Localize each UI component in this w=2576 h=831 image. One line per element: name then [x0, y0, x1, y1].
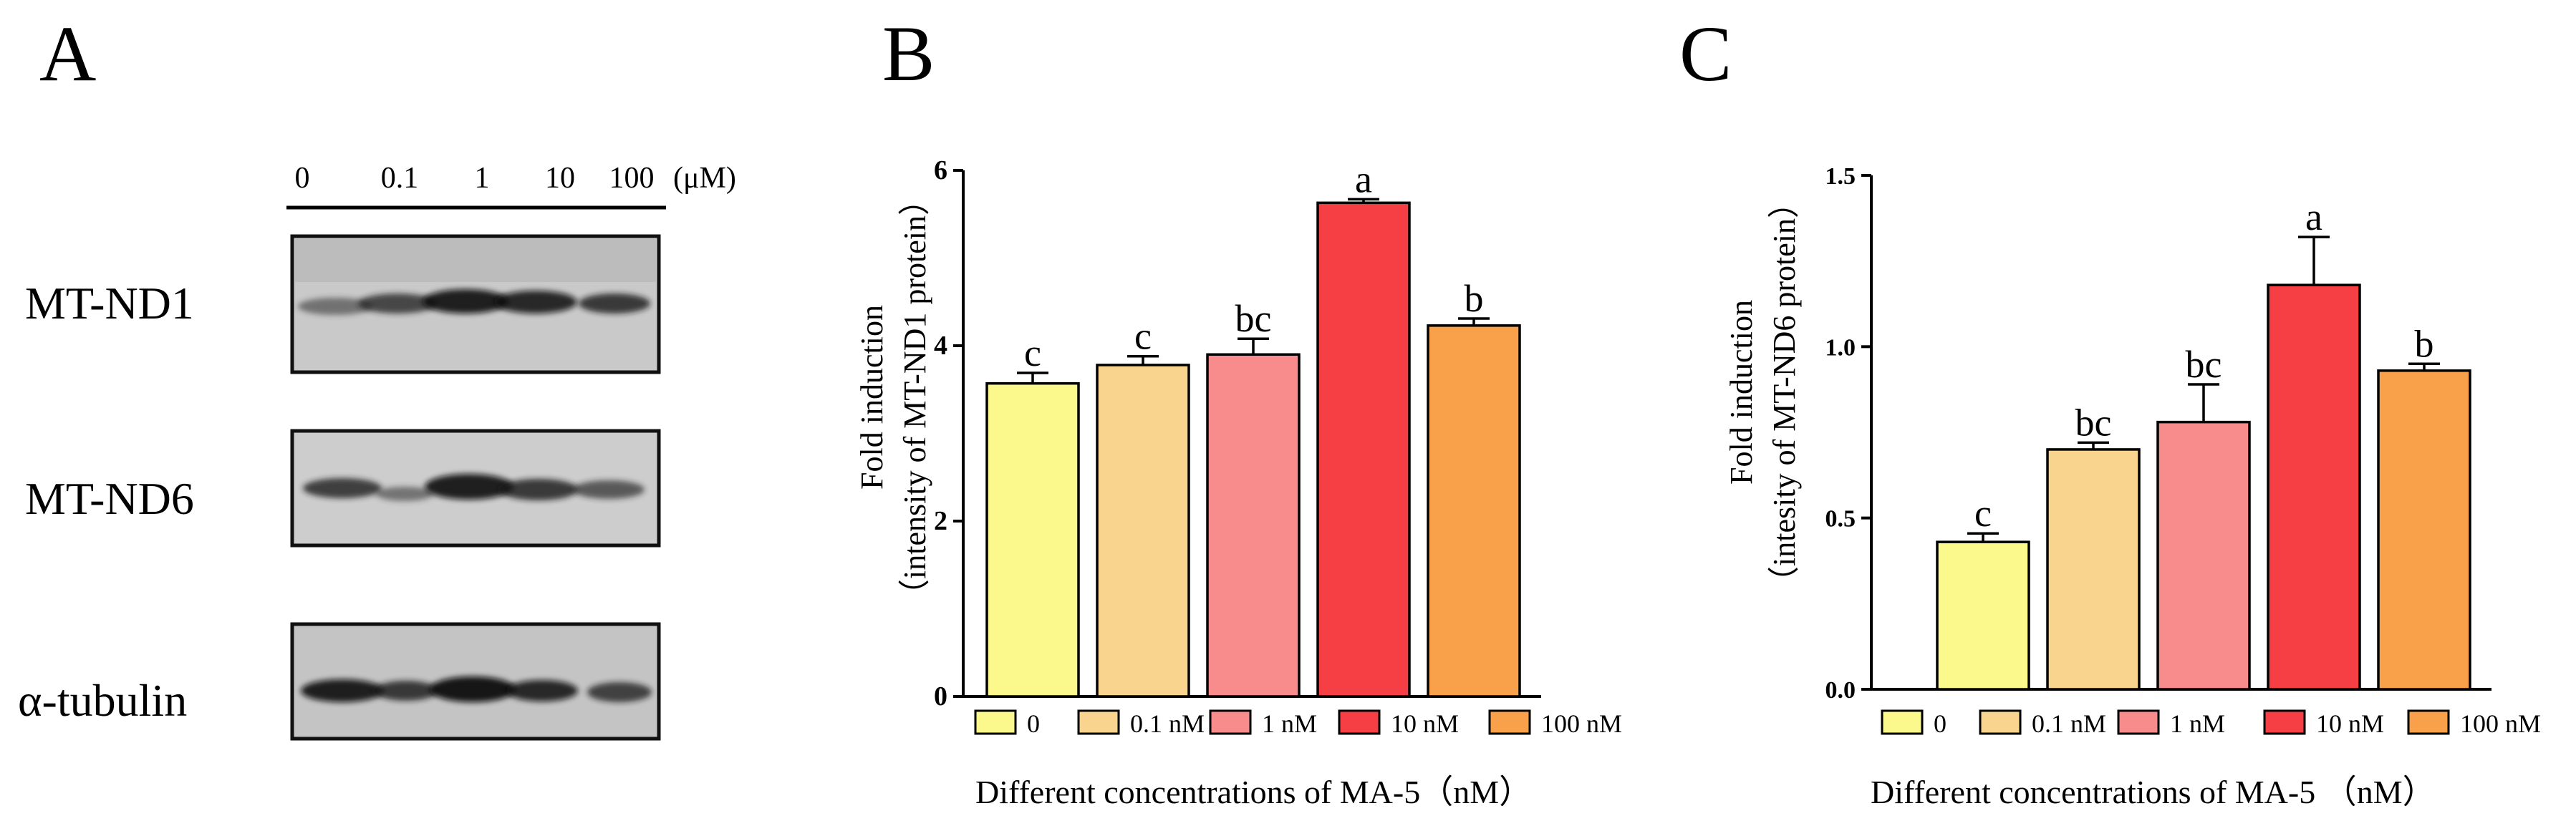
panel-b-bar-chart: B Fold induction （intensity of MT-ND1 pr… — [854, 10, 1622, 810]
significance-letter: a — [1355, 157, 1372, 200]
legend-label: 10 nM — [2316, 709, 2384, 738]
y-tick-label: 6 — [934, 155, 947, 185]
band-label-mt-nd1: MT-ND1 — [25, 278, 194, 329]
panel-a-letter: A — [39, 10, 96, 97]
legend-label: 100 nM — [2460, 709, 2541, 738]
panel-a: A 0 0.1 1 10 100 (μM) MT-ND1 MT-ND6 — [18, 10, 736, 741]
band — [303, 478, 382, 498]
y-axis-label: Fold induction — [1724, 300, 1759, 485]
legend-swatch — [1077, 709, 1120, 735]
legend-swatch — [974, 709, 1017, 735]
y-axis-label: Fold induction — [854, 305, 889, 490]
bar — [1316, 201, 1411, 698]
legend-label: 0 — [1934, 709, 1947, 738]
lane-label: 1 — [475, 162, 490, 195]
y-tick-label: 2 — [934, 506, 947, 536]
unit-label: (μM) — [673, 162, 736, 195]
band-label-alpha-tubulin: α-tubulin — [18, 675, 187, 726]
band — [376, 487, 433, 501]
band — [298, 298, 372, 315]
x-axis-label: Different concentrations of MA-5（nM） — [975, 774, 1532, 810]
blot-mt-nd1 — [290, 234, 661, 374]
y-tick-label: 0 — [934, 681, 947, 711]
panel-b-letter: B — [882, 10, 935, 97]
band — [579, 293, 650, 314]
bar — [1427, 324, 1521, 698]
band — [499, 479, 578, 500]
y-tick-label: 4 — [934, 331, 947, 361]
blot-mt-nd6 — [290, 429, 661, 548]
y-axis-label: （intensity of MT-ND1 protein） — [897, 184, 932, 611]
legend-label: 0.1 nM — [1130, 709, 1205, 738]
legend-swatch — [2117, 709, 2160, 735]
significance-letter: c — [1134, 315, 1152, 358]
bar — [1206, 353, 1301, 698]
legend-label: 10 nM — [1391, 709, 1459, 738]
y-tick-label: 0.5 — [1825, 506, 1856, 533]
band — [506, 680, 578, 701]
lane-label: 0 — [295, 162, 310, 195]
band-label-mt-nd6: MT-ND6 — [25, 473, 194, 524]
panel-c-letter: C — [1679, 10, 1732, 97]
bar — [2377, 369, 2471, 691]
bar — [1936, 540, 2030, 691]
legend-swatch — [1488, 709, 1531, 735]
bar — [2156, 420, 2251, 691]
lane-labels: 0 0.1 1 10 100 (μM) — [295, 162, 736, 195]
x-axis-label: Different concentrations of MA-5 （nM） — [1871, 774, 2436, 810]
bar — [985, 382, 1080, 698]
significance-letter: b — [2415, 322, 2434, 365]
bar — [2267, 283, 2361, 691]
legend-swatch — [1881, 709, 1924, 735]
legend-swatch — [1979, 709, 2022, 735]
legend-label: 100 nM — [1541, 709, 1622, 738]
y-tick-label: 1.5 — [1825, 163, 1856, 190]
band — [430, 676, 516, 702]
y-tick-label: 1.0 — [1825, 334, 1856, 361]
lane-label: 0.1 — [381, 162, 419, 195]
band — [358, 293, 437, 314]
lane-label: 10 — [545, 162, 575, 195]
significance-letter: bc — [1235, 297, 1272, 340]
legend-swatch — [1209, 709, 1252, 735]
significance-letter: a — [2305, 195, 2322, 238]
legend-label: 0 — [1027, 709, 1040, 738]
band — [587, 682, 652, 702]
legend-swatch — [2263, 709, 2306, 735]
lane-label: 100 — [609, 162, 655, 195]
legend-swatch — [2407, 709, 2450, 735]
band — [573, 480, 645, 499]
panel-c-bar-chart: C Fold induction （intesity of MT-ND6 pro… — [1679, 10, 2541, 810]
legend-swatch — [1338, 709, 1381, 735]
bar — [2046, 448, 2141, 691]
significance-letter: bc — [2186, 343, 2222, 386]
significance-letter: bc — [2075, 401, 2112, 444]
legend-label: 0.1 nM — [2032, 709, 2106, 738]
significance-letter: c — [1974, 492, 1992, 535]
legend-label: 1 nM — [1262, 709, 1317, 738]
band — [425, 474, 513, 500]
y-axis-label: （intesity of MT-ND6 protein） — [1767, 187, 1802, 598]
significance-letter: b — [1465, 277, 1484, 320]
band — [494, 291, 577, 314]
band — [301, 679, 384, 702]
y-tick-label: 0.0 — [1825, 677, 1856, 704]
legend-label: 1 nM — [2170, 709, 2225, 738]
blot-alpha-tubulin — [290, 622, 661, 741]
band — [423, 289, 508, 314]
significance-letter: c — [1024, 331, 1041, 374]
band — [374, 681, 438, 701]
bar — [1096, 364, 1190, 698]
